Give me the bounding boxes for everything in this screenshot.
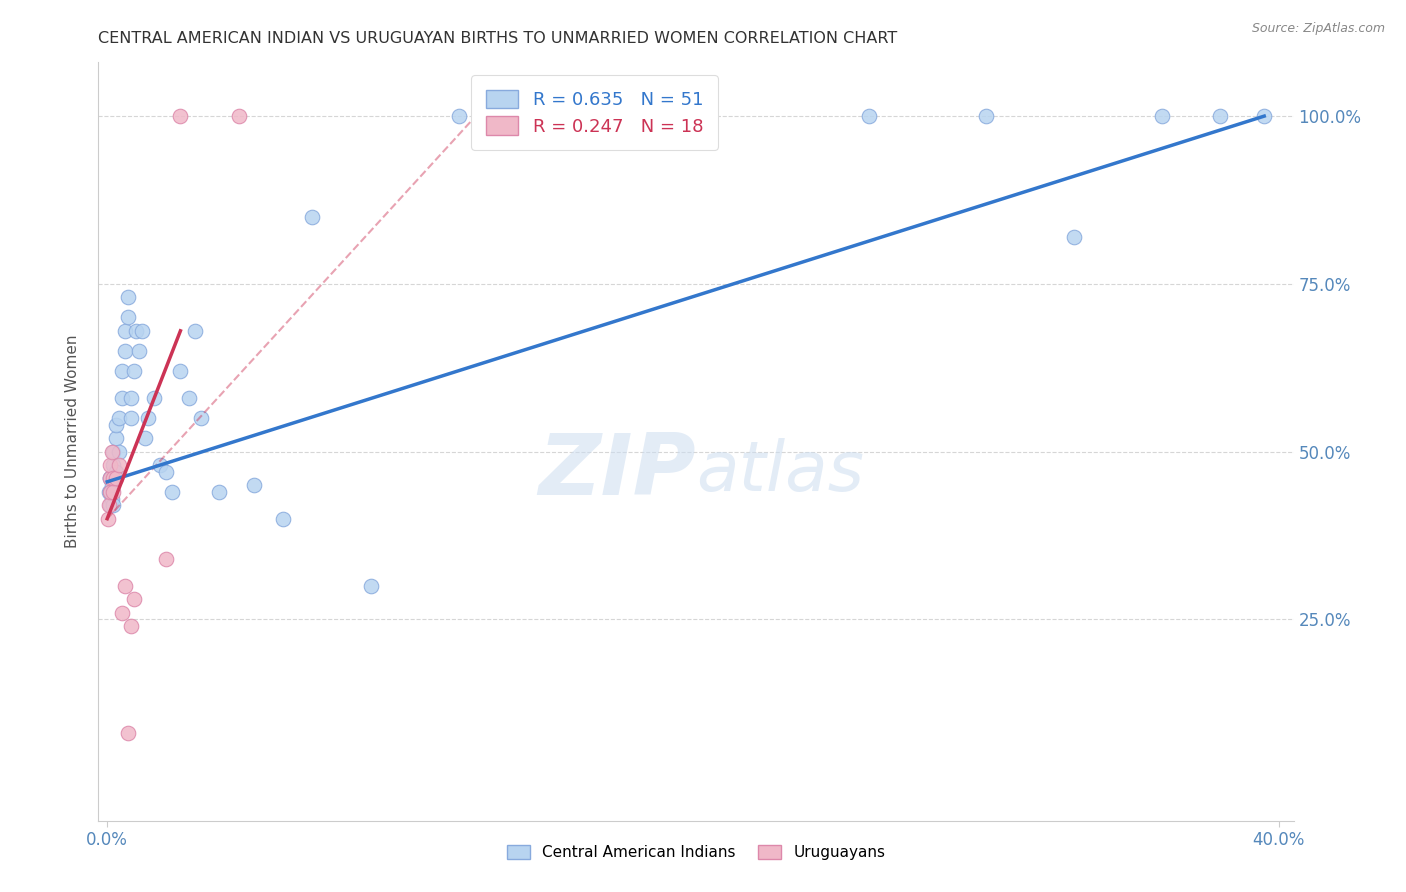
Point [105,431,127,445]
Legend: Central American Indians, Uruguayans: Central American Indians, Uruguayans [501,838,891,866]
Text: atlas: atlas [696,438,863,506]
Point [108,444,131,458]
Point [1063,230,1085,244]
Point [125,324,148,338]
Point [101,484,124,499]
Point [858,109,880,123]
Point [101,491,124,506]
Point [155,465,177,479]
Point [100,444,122,458]
Point [184,324,207,338]
Point [120,391,142,405]
Point [228,109,250,123]
Point [128,343,150,358]
Point [114,324,136,338]
Point [134,431,156,445]
Point [98,471,121,485]
Point [105,471,127,485]
Point [360,579,382,593]
Point [974,109,997,123]
Point [207,484,229,499]
Point [98,498,121,512]
Point [100,478,122,492]
Point [1209,109,1232,123]
Point [301,210,323,224]
Point [101,458,124,472]
Point [122,592,145,607]
Text: CENTRAL AMERICAN INDIAN VS URUGUAYAN BIRTHS TO UNMARRIED WOMEN CORRELATION CHART: CENTRAL AMERICAN INDIAN VS URUGUAYAN BIR… [98,31,897,46]
Point [242,478,264,492]
Point [117,726,139,740]
Point [114,343,136,358]
Point [190,411,212,425]
Point [101,471,124,485]
Point [117,310,139,325]
Point [111,606,134,620]
Point [111,391,134,405]
Point [550,109,572,123]
Point [136,411,159,425]
Point [1253,109,1275,123]
Point [169,364,191,378]
Point [120,411,142,425]
Point [179,391,201,405]
Point [131,324,153,338]
Point [98,484,121,499]
Point [97,484,120,499]
Point [682,109,704,123]
Point [271,512,294,526]
Point [97,498,120,512]
Text: Source: ZipAtlas.com: Source: ZipAtlas.com [1251,22,1385,36]
Point [105,465,127,479]
Point [97,512,120,526]
Point [98,458,121,472]
Point [447,109,470,123]
Point [120,619,142,633]
Point [108,458,131,472]
Point [98,471,121,485]
Point [1150,109,1173,123]
Point [108,411,131,425]
Point [149,458,172,472]
Point [155,552,177,566]
Text: ZIP: ZIP [538,430,696,514]
Point [160,484,183,499]
Point [143,391,166,405]
Point [101,444,124,458]
Y-axis label: Births to Unmarried Women: Births to Unmarried Women [65,334,80,549]
Point [169,109,191,123]
Point [98,471,121,485]
Point [101,498,124,512]
Point [117,290,139,304]
Point [105,417,127,432]
Point [114,579,136,593]
Point [122,364,145,378]
Point [98,484,121,499]
Point [111,364,134,378]
